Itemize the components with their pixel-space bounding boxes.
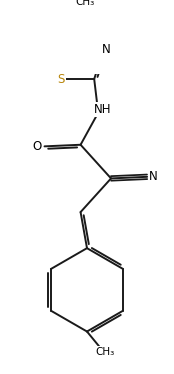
Text: NH: NH [94,103,112,116]
Text: CH₃: CH₃ [95,347,114,358]
Text: N: N [102,43,111,56]
Text: S: S [57,73,65,86]
Text: CH₃: CH₃ [75,0,94,7]
Text: N: N [149,170,158,183]
Text: O: O [33,140,42,153]
